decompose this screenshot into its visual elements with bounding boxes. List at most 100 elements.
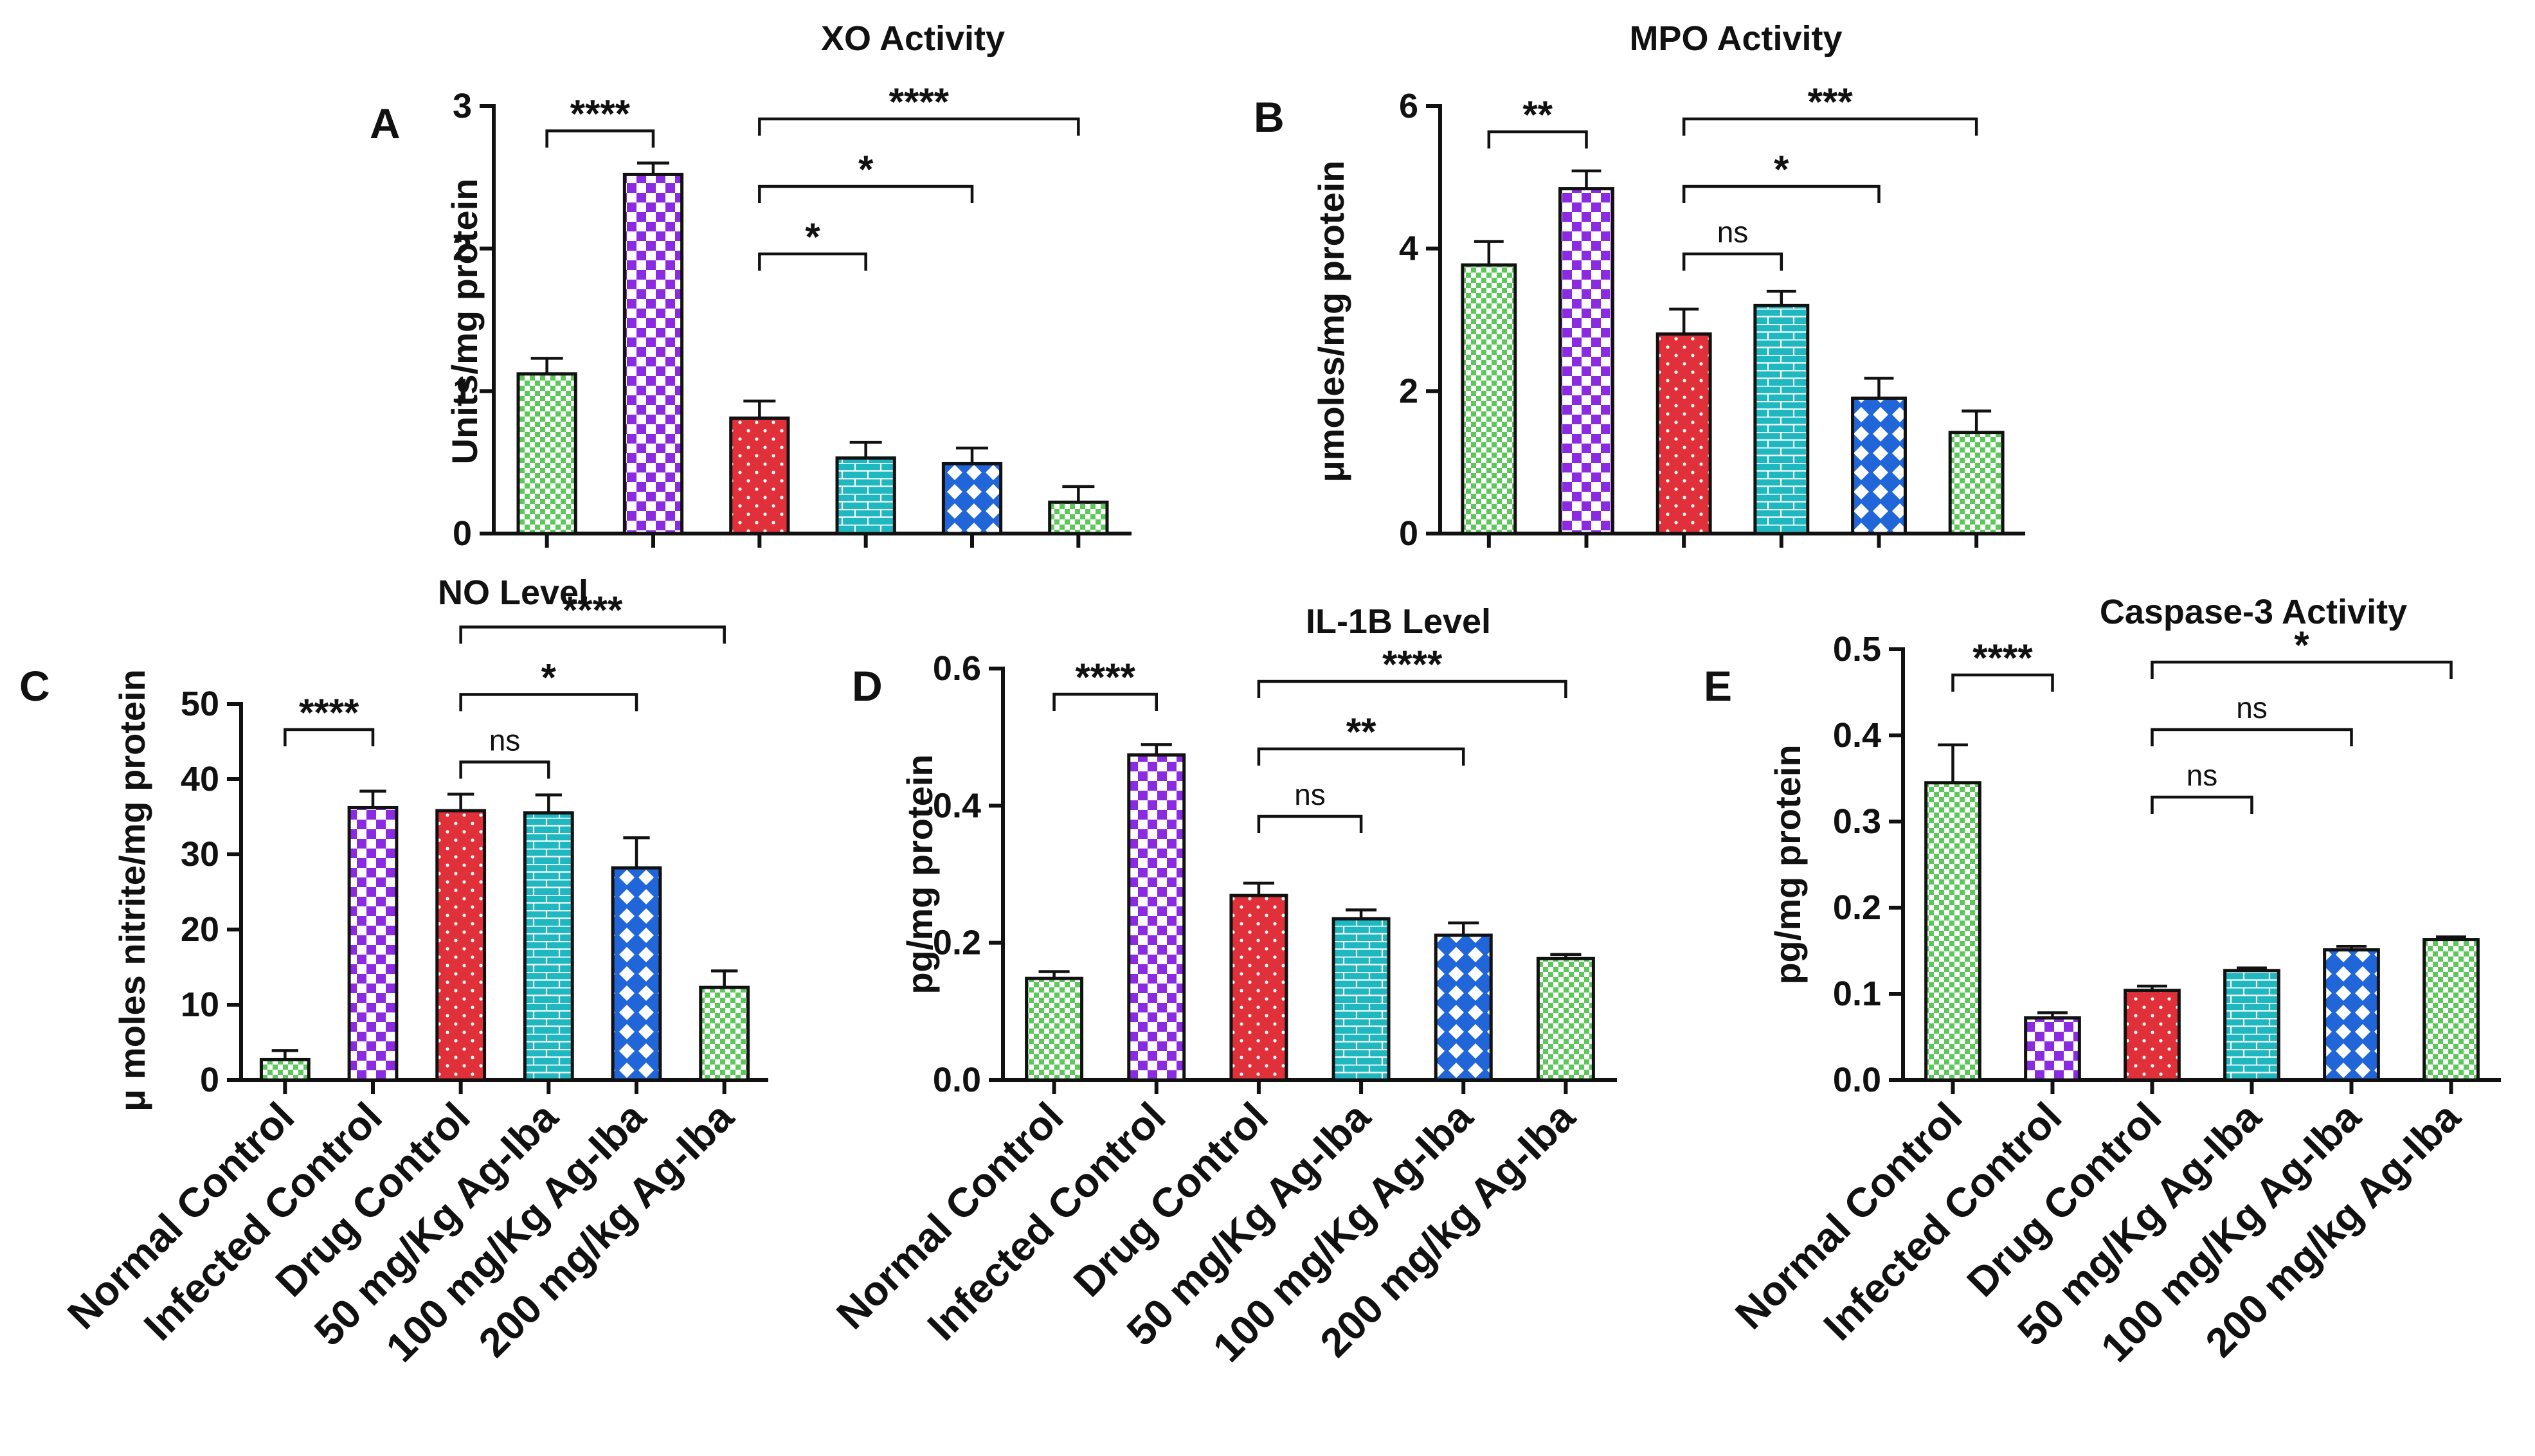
bar: [516, 372, 577, 535]
bar: [1127, 753, 1186, 1082]
y-tick-label: 4: [1399, 229, 1418, 268]
significance-bracket: [1257, 747, 1465, 766]
bar: [2124, 989, 2181, 1082]
y-tick-label: 0: [453, 514, 472, 553]
y-tick-label: 0.3: [1833, 802, 1881, 841]
y-axis-label: pg/mg protein: [1767, 744, 1808, 984]
y-tick-label: 50: [181, 685, 219, 723]
significance-label: ***: [1808, 80, 1854, 123]
y-tick-label: 0.4: [1833, 716, 1881, 755]
significance-label: ****: [570, 93, 631, 136]
significance-label: ns: [1294, 778, 1326, 811]
panel-label: E: [1704, 662, 1732, 710]
significance-label: ****: [299, 691, 359, 734]
y-tick-label: 2: [1399, 372, 1418, 410]
significance-label: ns: [2187, 759, 2218, 792]
y-tick-label: 30: [181, 835, 219, 874]
y-tick-label: 0.2: [1833, 888, 1881, 927]
bar: [611, 866, 662, 1082]
y-tick-label: 10: [181, 985, 219, 1024]
significance-bracket: [459, 760, 550, 779]
significance-label: ****: [1382, 643, 1443, 686]
bar: [941, 462, 1003, 535]
bar: [2024, 1016, 2081, 1082]
bar: [2422, 938, 2480, 1082]
bar: [1536, 957, 1595, 1082]
significance-bracket: [2151, 795, 2253, 814]
significance-label: **: [1346, 710, 1376, 753]
significance-bracket: [1257, 679, 1567, 698]
significance-label: ****: [1972, 636, 2033, 679]
bar: [1948, 431, 2005, 535]
significance-bracket: [545, 129, 655, 148]
bar: [1924, 781, 1981, 1082]
y-tick-label: 40: [181, 760, 219, 798]
y-tick-label: 2: [453, 229, 472, 268]
significance-bracket: [2151, 728, 2353, 746]
y-tick-label: 20: [181, 910, 219, 949]
y-tick-label: 0: [200, 1061, 219, 1099]
chart-title: IL-1B Level: [1306, 602, 1491, 641]
significance-bracket: [1682, 252, 1783, 271]
y-tick-label: 3: [453, 87, 472, 125]
bar: [347, 805, 399, 1082]
significance-label: ns: [489, 723, 521, 757]
significance-label: ns: [1717, 215, 1749, 249]
significance-label: ****: [889, 80, 950, 123]
y-tick-label: 1: [453, 372, 472, 410]
panel-label: C: [19, 662, 50, 710]
panel-label: A: [370, 100, 401, 147]
bar: [2323, 948, 2380, 1082]
panel-e: E Caspase-3 Activity pg/mg protein 0.0 0.1 0.…: [1704, 593, 2501, 1371]
y-axis-label: Units/mg protein: [444, 179, 485, 465]
significance-bracket: [758, 252, 867, 271]
significance-label: *: [1774, 148, 1789, 191]
bar: [699, 985, 750, 1082]
bar: [1461, 263, 1517, 535]
y-tick-label: 0.0: [933, 1061, 981, 1099]
bar: [1851, 396, 1907, 535]
bar: [1229, 894, 1288, 1082]
significance-bracket: [758, 117, 1080, 136]
significance-bracket: [459, 693, 638, 712]
y-tick-label: 0.6: [933, 649, 981, 688]
bar: [1025, 976, 1084, 1082]
y-axis-label: pg/mg protein: [899, 754, 940, 994]
significance-label: *: [805, 215, 820, 258]
bar: [1434, 933, 1493, 1082]
bar: [622, 172, 684, 535]
significance-bracket: [1487, 130, 1588, 148]
panel-label: D: [852, 662, 883, 710]
bar: [2223, 969, 2280, 1082]
significance-bracket: [284, 728, 375, 746]
y-tick-label: 6: [1399, 87, 1418, 125]
significance-bracket: [758, 184, 974, 203]
chart-title: XO Activity: [821, 19, 1005, 58]
bar: [835, 456, 896, 535]
significance-bracket: [1682, 184, 1881, 203]
bar: [523, 811, 574, 1082]
bar: [729, 416, 790, 535]
y-tick-label: 0.5: [1833, 630, 1881, 669]
significance-label: ****: [563, 588, 623, 631]
significance-label: **: [1522, 93, 1553, 136]
y-tick-label: 0.2: [933, 924, 981, 962]
chart-title: NO Level: [438, 573, 588, 612]
panel-c: C NO Level μ moles nitrite/mg protein 0 10 20…: [19, 573, 768, 1371]
y-axis-label: μ moles nitrite/mg protein: [112, 669, 152, 1111]
significance-label: ****: [1075, 656, 1135, 699]
significance-bracket: [1257, 814, 1363, 833]
y-tick-label: 0: [1399, 514, 1418, 553]
significance-label: *: [2294, 624, 2309, 667]
bar: [1753, 303, 1810, 535]
bar: [435, 809, 487, 1082]
significance-label: *: [858, 148, 874, 191]
significance-bracket: [2151, 660, 2453, 679]
significance-bracket: [1682, 117, 1978, 136]
y-tick-label: 0.1: [1833, 975, 1881, 1013]
significance-label: *: [541, 656, 557, 699]
